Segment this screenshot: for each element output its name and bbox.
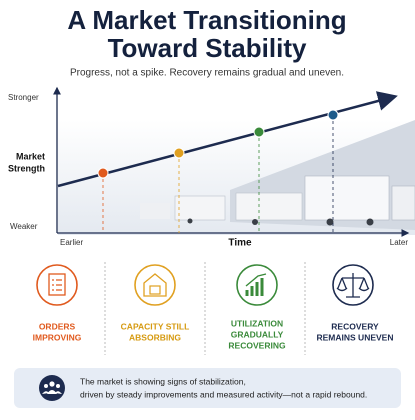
indicator-label: CAPACITY STILL (121, 321, 190, 331)
subtitle: Progress, not a spike. Recovery remains … (70, 68, 344, 79)
indicator-label: ORDERS (39, 321, 76, 331)
y-bottom-label: Weaker (10, 222, 38, 231)
title-line: Toward Stability (108, 33, 307, 63)
y-axis-title: Strength (8, 163, 45, 173)
footer-line: driven by steady improvements and measur… (80, 389, 367, 399)
footer-icon (39, 375, 65, 401)
y-axis-title: Market (16, 151, 45, 161)
indicator-label: REMAINS UNEVEN (317, 332, 394, 342)
drop-lines (102, 115, 334, 233)
warehouse-background (58, 120, 415, 235)
indicator-label: RECOVERY (331, 321, 379, 331)
trend-dot (253, 126, 265, 138)
indicator-icons (36, 264, 374, 306)
people-icon (42, 381, 62, 394)
trend-dot (97, 167, 109, 179)
dividers (104, 262, 306, 355)
x-left-label: Earlier (60, 238, 83, 247)
indicator-label: UTILIZATION (231, 318, 283, 328)
x-right-label: Later (390, 238, 409, 247)
indicator-label: RECOVERING (228, 340, 286, 350)
y-top-label: Stronger (8, 93, 39, 102)
title-line: A Market Transitioning (67, 5, 346, 35)
footer-box (14, 368, 401, 408)
x-axis-title: Time (228, 238, 252, 249)
trend-dot (173, 147, 185, 159)
indicator-label: GRADUALLY (231, 329, 284, 339)
indicator-label: IMPROVING (33, 332, 82, 342)
trend-dot (327, 109, 339, 121)
footer-line: The market is showing signs of stabiliza… (80, 376, 246, 386)
indicator-label: ABSORBING (129, 332, 181, 342)
